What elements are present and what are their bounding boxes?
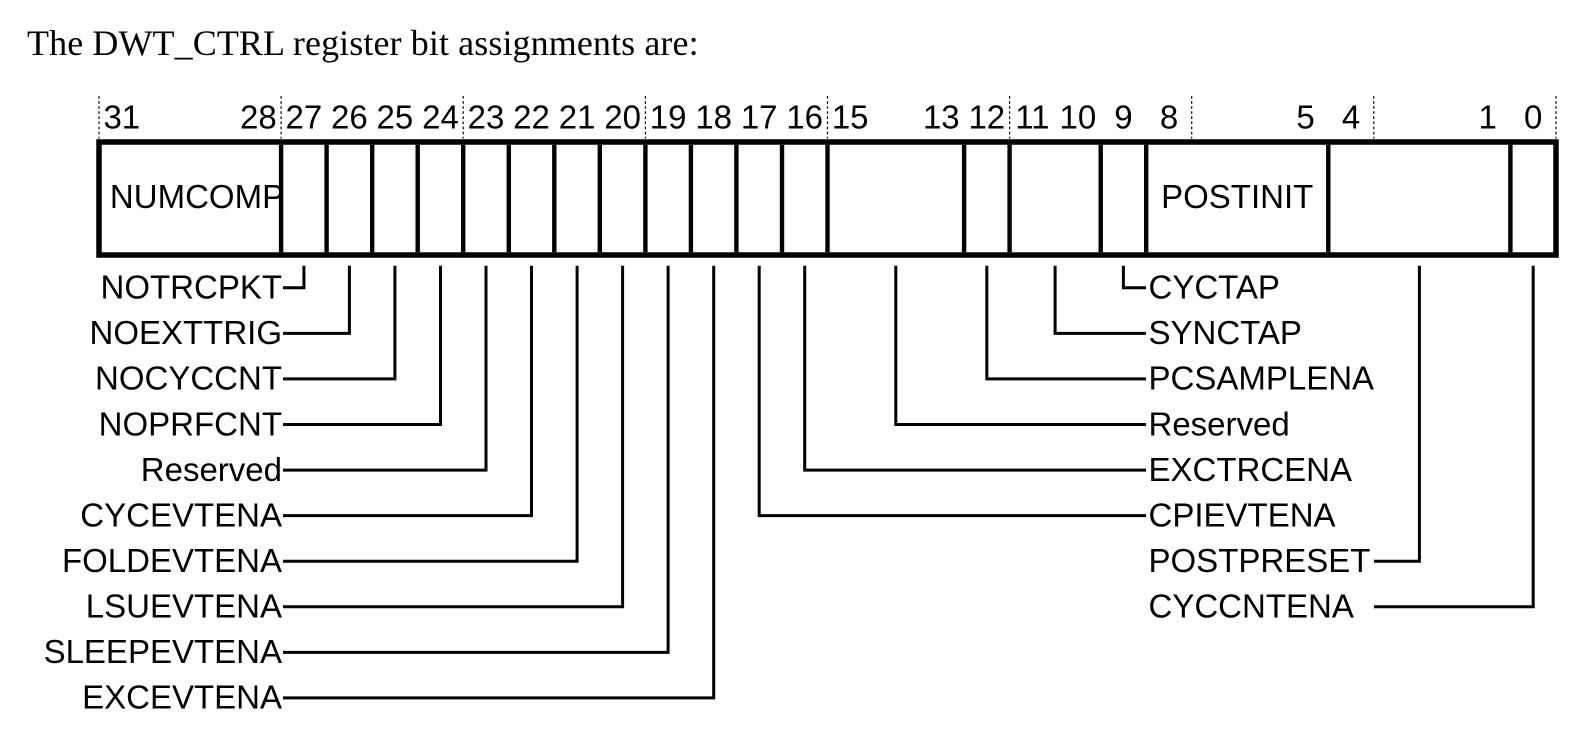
svg-text:EXCEVTENA: EXCEVTENA bbox=[82, 679, 282, 716]
svg-text:Reserved: Reserved bbox=[1149, 405, 1290, 442]
svg-text:18: 18 bbox=[695, 99, 732, 136]
svg-text:LSUEVTENA: LSUEVTENA bbox=[86, 588, 282, 625]
svg-text:17: 17 bbox=[741, 99, 778, 136]
svg-text:25: 25 bbox=[377, 99, 414, 136]
svg-text:Reserved: Reserved bbox=[141, 451, 282, 488]
svg-text:26: 26 bbox=[331, 99, 368, 136]
svg-text:NUMCOMP: NUMCOMP bbox=[110, 178, 284, 215]
svg-text:20: 20 bbox=[604, 99, 641, 136]
svg-text:5: 5 bbox=[1296, 99, 1314, 136]
svg-text:21: 21 bbox=[559, 99, 596, 136]
svg-text:12: 12 bbox=[968, 99, 1005, 136]
svg-text:NOCYCCNT: NOCYCCNT bbox=[95, 360, 282, 397]
svg-text:CPIEVTENA: CPIEVTENA bbox=[1149, 496, 1336, 533]
svg-text:POSTINIT: POSTINIT bbox=[1161, 178, 1313, 215]
svg-text:9: 9 bbox=[1114, 99, 1132, 136]
svg-text:NOTRCPKT: NOTRCPKT bbox=[101, 269, 283, 306]
svg-text:SLEEPEVTENA: SLEEPEVTENA bbox=[44, 633, 282, 670]
svg-text:FOLDEVTENA: FOLDEVTENA bbox=[62, 542, 282, 579]
svg-text:24: 24 bbox=[422, 99, 459, 136]
svg-text:16: 16 bbox=[786, 99, 823, 136]
svg-text:10: 10 bbox=[1060, 99, 1097, 136]
svg-text:1: 1 bbox=[1479, 99, 1497, 136]
svg-text:NOEXTTRIG: NOEXTTRIG bbox=[89, 314, 282, 351]
svg-text:31: 31 bbox=[103, 99, 140, 136]
svg-text:The DWT_CTRL register bit assi: The DWT_CTRL register bit assignments ar… bbox=[27, 23, 699, 63]
svg-text:NOPRFCNT: NOPRFCNT bbox=[99, 405, 282, 442]
svg-text:19: 19 bbox=[650, 99, 687, 136]
svg-text:POSTPRESET: POSTPRESET bbox=[1149, 542, 1371, 579]
svg-text:8: 8 bbox=[1160, 99, 1178, 136]
svg-text:23: 23 bbox=[468, 99, 505, 136]
svg-text:28: 28 bbox=[240, 99, 277, 136]
svg-text:CYCEVTENA: CYCEVTENA bbox=[80, 496, 282, 533]
svg-text:13: 13 bbox=[923, 99, 960, 136]
svg-text:27: 27 bbox=[286, 99, 323, 136]
svg-text:CYCTAP: CYCTAP bbox=[1149, 269, 1280, 306]
svg-text:CYCCNTENA: CYCCNTENA bbox=[1149, 588, 1354, 625]
svg-text:4: 4 bbox=[1342, 99, 1360, 136]
svg-text:EXCTRCENA: EXCTRCENA bbox=[1149, 451, 1353, 488]
svg-text:15: 15 bbox=[832, 99, 869, 136]
svg-text:22: 22 bbox=[513, 99, 550, 136]
svg-text:PCSAMPLENA: PCSAMPLENA bbox=[1149, 360, 1375, 397]
svg-text:SYNCTAP: SYNCTAP bbox=[1149, 314, 1302, 351]
svg-text:11: 11 bbox=[1015, 99, 1049, 136]
svg-text:0: 0 bbox=[1524, 99, 1542, 136]
